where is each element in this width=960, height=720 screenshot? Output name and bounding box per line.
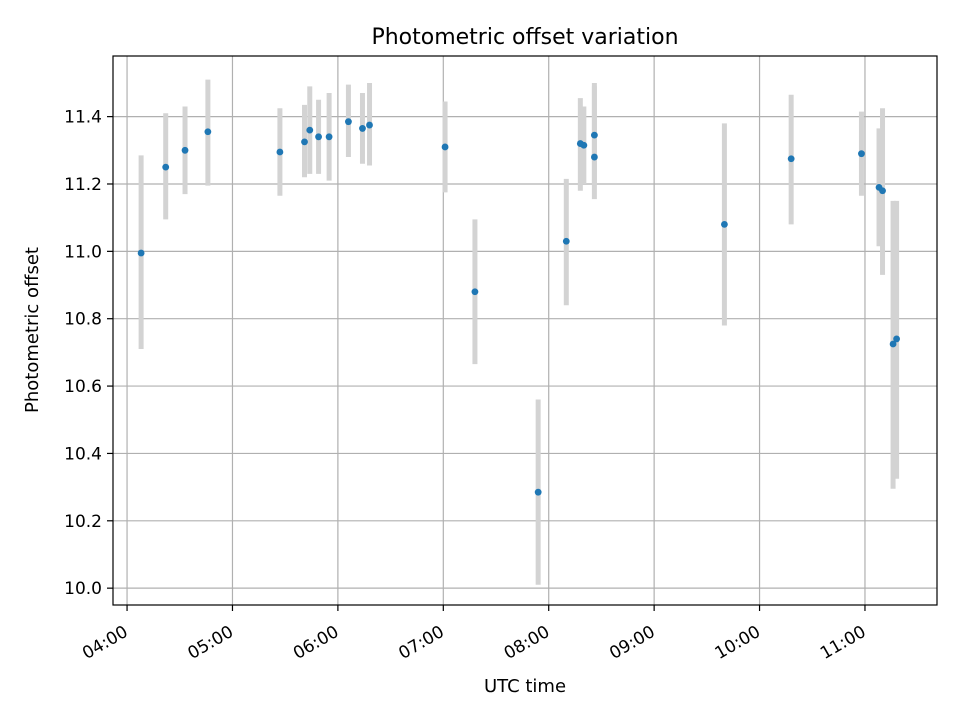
data-point [889, 340, 897, 348]
data-point [301, 138, 308, 146]
data-point [471, 288, 479, 296]
y-tick-label: 11.4 [64, 108, 102, 128]
plot-frame [112, 55, 938, 606]
data-points [137, 118, 900, 496]
data-point [893, 335, 900, 343]
data-point [441, 143, 449, 151]
y-tick-label: 10.6 [64, 377, 102, 397]
data-point [858, 150, 865, 158]
data-point [721, 221, 728, 228]
data-point [204, 128, 212, 136]
y-tick-label: 11.2 [64, 175, 102, 195]
data-point [590, 131, 598, 139]
chart-title: Photometric offset variation [371, 25, 678, 50]
data-point [345, 118, 352, 126]
data-point [306, 126, 314, 134]
x-axis-label: UTC time [484, 676, 566, 697]
y-axis-label: Photometric offset [22, 247, 43, 413]
y-tick-label: 10.4 [64, 444, 102, 464]
data-point [162, 163, 170, 171]
data-point [580, 141, 588, 149]
data-point [534, 488, 542, 496]
data-point [315, 133, 322, 141]
data-point [359, 125, 366, 132]
y-tick-label: 11.0 [64, 242, 102, 262]
data-point [879, 187, 886, 195]
grid [113, 56, 937, 605]
data-point [325, 133, 333, 141]
y-tick-label: 10.8 [64, 310, 102, 330]
y-tick-label: 10.2 [64, 512, 102, 532]
data-point [366, 121, 373, 129]
data-point [562, 237, 570, 245]
y-ticks: 10.0 10.2 10.4 10.6 10.8 11.0 11.2 11.4 [64, 108, 113, 599]
y-tick-label: 10.0 [64, 579, 102, 599]
data-point [787, 155, 795, 163]
data-point [276, 148, 284, 156]
data-point [137, 249, 145, 257]
data-point [590, 153, 598, 161]
data-point [181, 146, 189, 154]
